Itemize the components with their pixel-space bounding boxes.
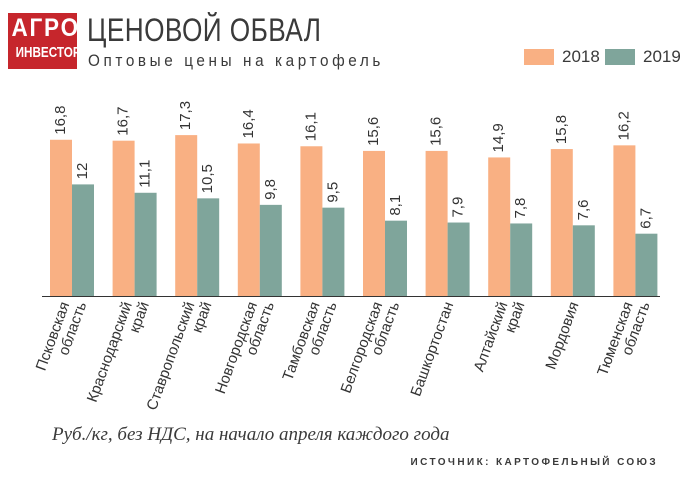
data-label-2018-7: 15,6: [428, 117, 445, 146]
bar-2018-2: [112, 140, 135, 296]
data-label-2018-8: 14,9: [490, 123, 507, 152]
category-label-7: Башкортостан: [407, 300, 457, 399]
data-label-2018-9: 15,8: [553, 115, 570, 144]
logo-line-2: ИНВЕСТОР: [15, 44, 77, 61]
data-label-2019-6: 8,1: [387, 195, 404, 216]
bar-2019-5: [322, 207, 345, 296]
bar-2019-8: [510, 223, 533, 296]
logo: АГРО ИНВЕСТОР: [8, 13, 77, 69]
bar-2018-9: [550, 149, 573, 296]
bar-2018-1: [50, 139, 72, 296]
bar-2019-4: [259, 204, 282, 296]
category-label-9: Мордовия: [542, 300, 582, 372]
chart-subtitle: Оптовые цены на картофель: [88, 51, 384, 70]
legend-label-2018: 2018: [562, 47, 600, 66]
data-label-2019-10: 6,7: [637, 208, 654, 229]
units-note: Руб./кг, без НДС, на начало апреля каждо…: [52, 424, 450, 445]
category-label-8-line-1: Алтайский: [471, 300, 512, 374]
data-label-2018-5: 16,1: [302, 112, 319, 141]
data-label-2018-6: 15,6: [365, 117, 382, 146]
bar-2018-6: [363, 150, 385, 296]
legend-swatch-2018: [524, 49, 554, 65]
bar-2019-6: [385, 220, 407, 296]
source-credit: ИСТОЧНИК: КАРТОФЕЛЬНЫЙ СОЮЗ: [410, 457, 658, 468]
bar-2019-3: [197, 198, 220, 296]
category-label-2-line-1: Краснодарский: [84, 300, 136, 405]
data-label-2018-3: 17,3: [177, 101, 194, 130]
bar-2019-2: [134, 192, 157, 296]
data-label-2018-1: 16,8: [52, 106, 69, 135]
bar-2018-7: [425, 150, 448, 296]
bar-2018-10: [613, 145, 636, 296]
data-label-2018-2: 16,7: [115, 106, 132, 135]
bar-2018-8: [488, 157, 511, 296]
bar-2019-7: [447, 222, 470, 296]
data-label-2019-3: 10,5: [199, 164, 216, 193]
data-label-2019-4: 9,8: [262, 179, 279, 200]
data-label-2019-5: 9,5: [324, 182, 341, 203]
bar-2019-9: [572, 225, 595, 296]
logo-line-1: АГРО: [11, 14, 77, 42]
data-label-2019-1: 12: [74, 163, 91, 180]
data-label-2019-2: 11,1: [137, 160, 154, 188]
data-label-2019-8: 7,8: [512, 198, 529, 219]
legend-swatch-2019: [605, 49, 635, 65]
data-label-2019-7: 7,9: [450, 197, 467, 218]
legend-item-2018: 2018: [524, 47, 600, 67]
legend-item-2019: 2019: [605, 47, 680, 67]
legend-label-2019: 2019: [643, 47, 680, 66]
category-label-3-line-1: Ставропольский: [143, 300, 198, 413]
bar-2018-4: [237, 143, 260, 296]
data-label-2018-10: 16,2: [615, 111, 632, 140]
data-label-2019-9: 7,6: [575, 199, 592, 220]
chart-title: ЦЕНОВОЙ ОБВАЛ: [87, 12, 322, 48]
bar-2018-5: [300, 146, 323, 296]
bar-2018-3: [175, 135, 198, 296]
data-label-2018-4: 16,4: [240, 109, 257, 138]
bar-2019-10: [635, 233, 658, 296]
bar-2019-1: [72, 184, 94, 296]
